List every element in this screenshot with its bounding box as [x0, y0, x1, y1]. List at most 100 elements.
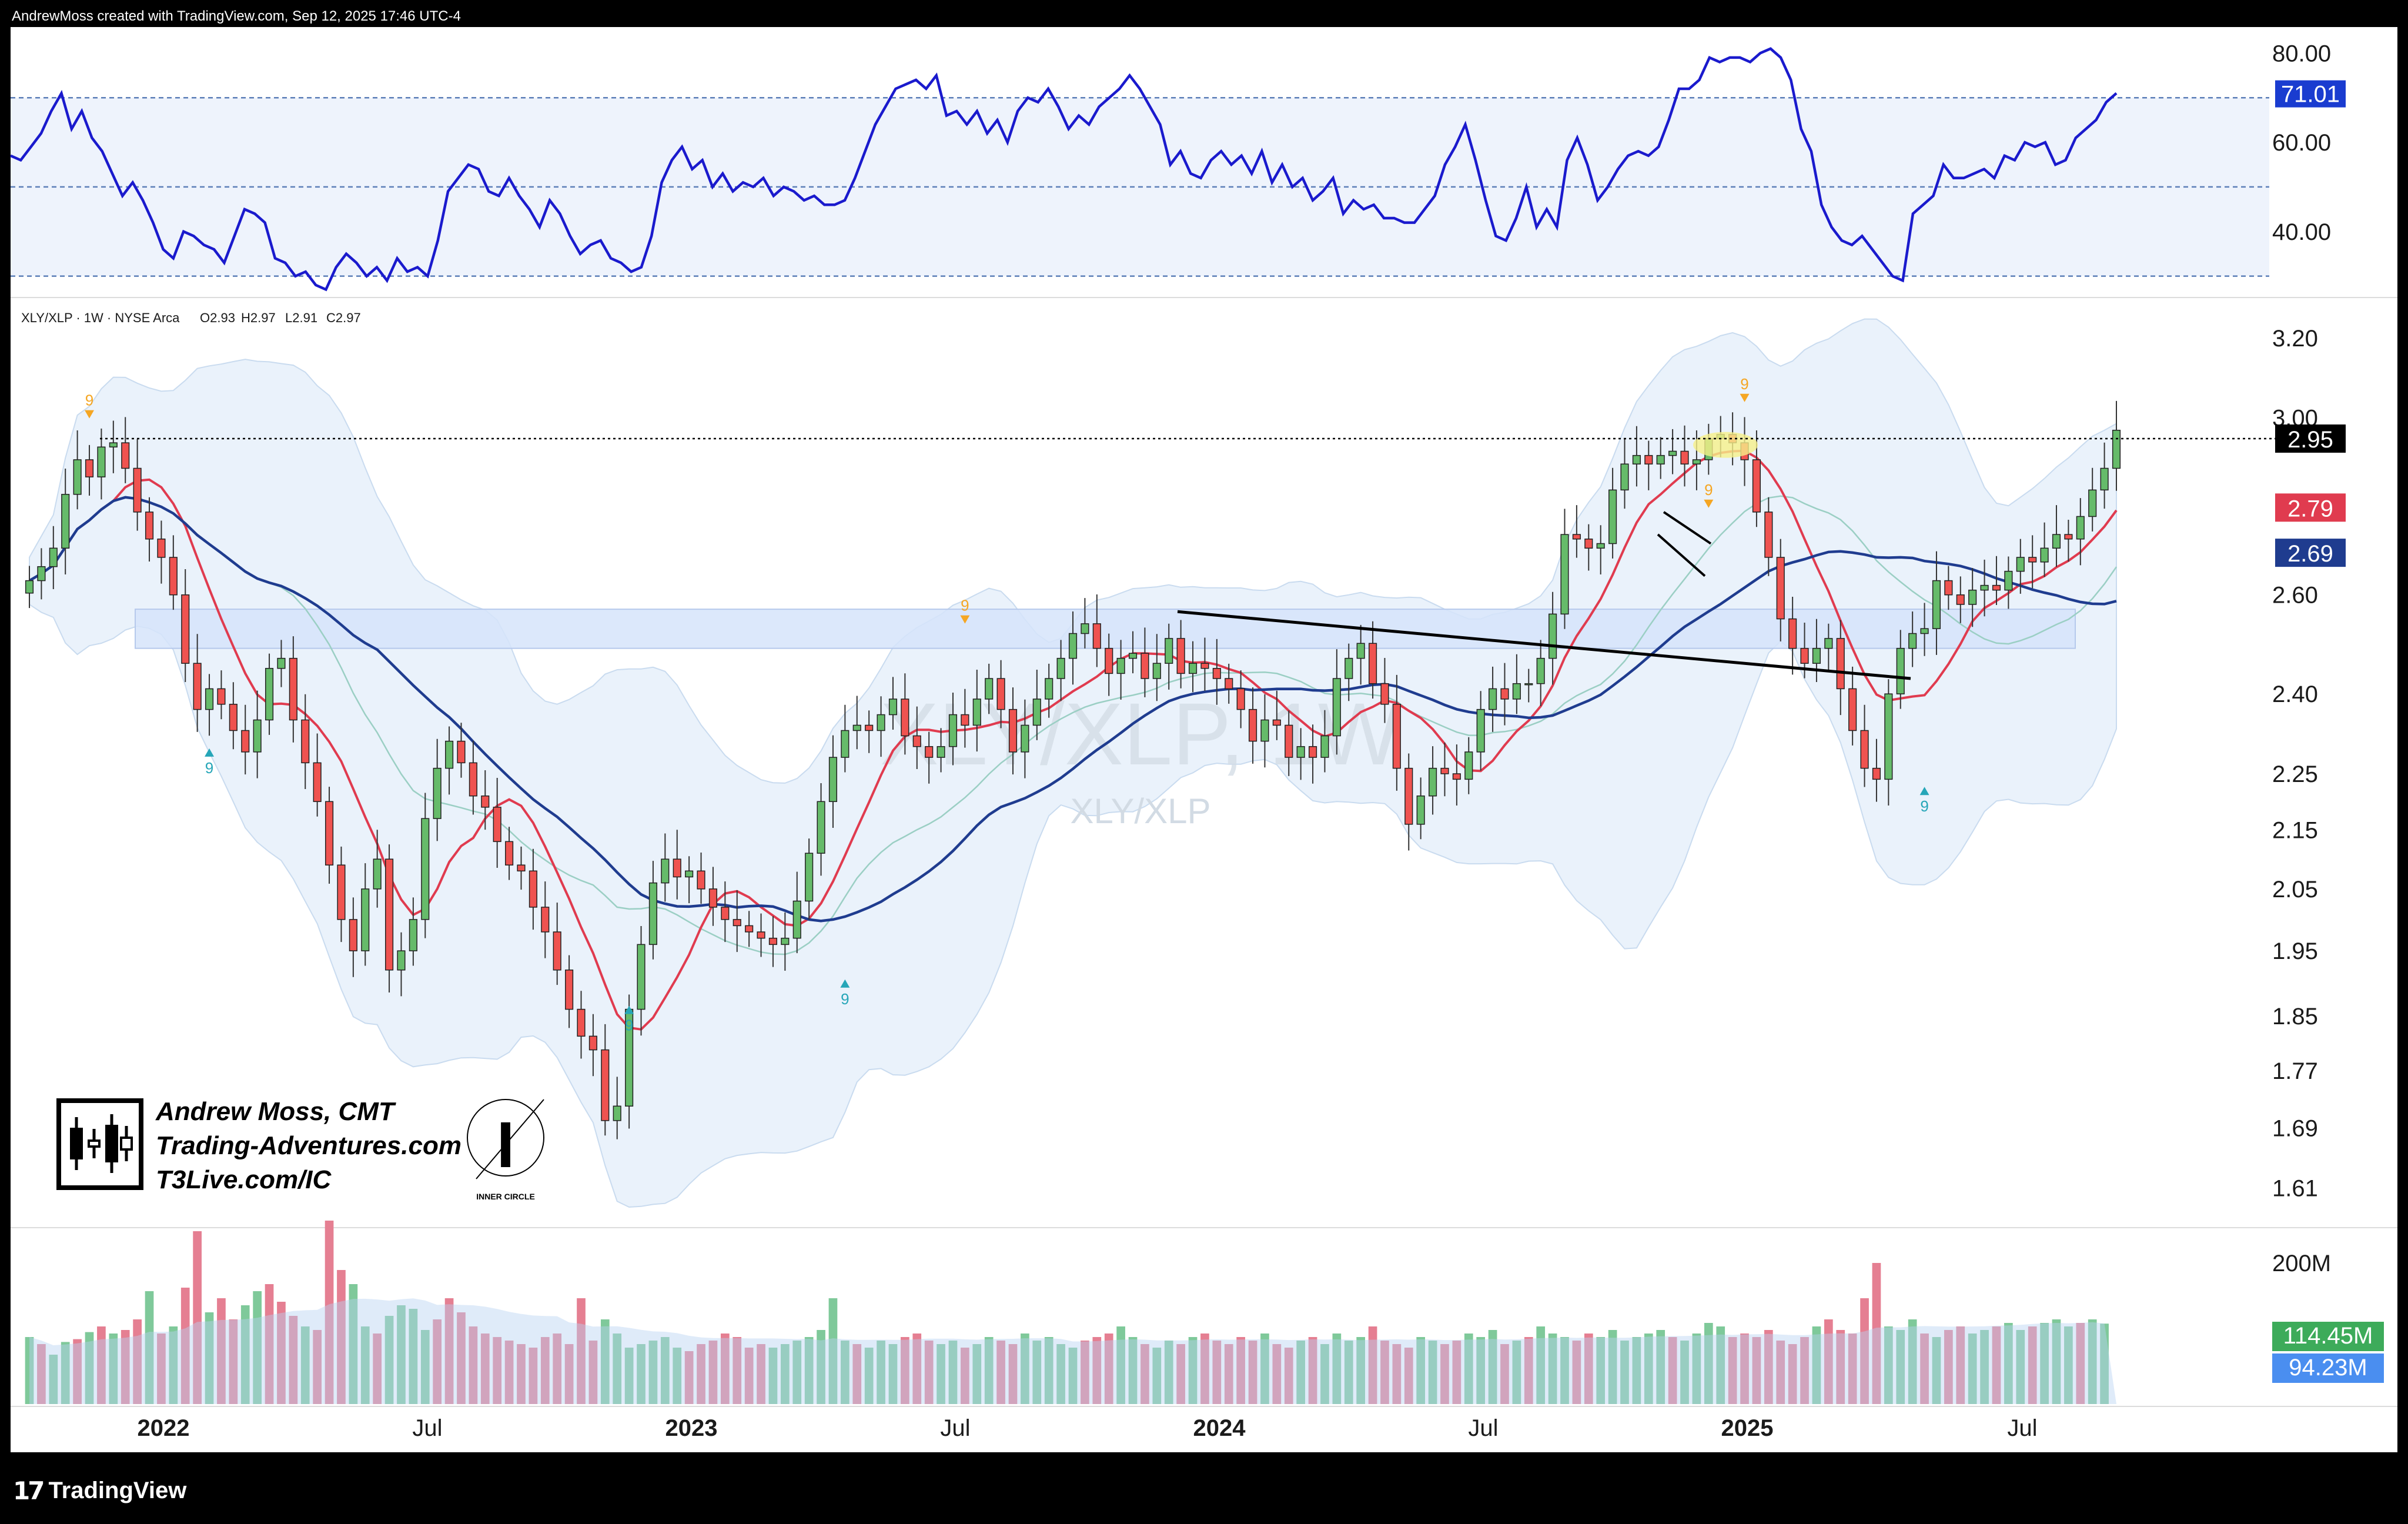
candle-body	[553, 931, 561, 971]
candle-body	[1932, 580, 1941, 629]
candle-body	[505, 841, 514, 865]
candle-body	[721, 907, 730, 920]
volume-bar	[817, 1330, 825, 1404]
candle-body	[1176, 638, 1185, 674]
candle-body	[529, 870, 537, 908]
volume-bar	[1896, 1330, 1905, 1404]
volume-bar	[1764, 1330, 1773, 1404]
candle-body	[1332, 678, 1341, 737]
candle-body	[1920, 628, 1929, 634]
candle-body	[397, 950, 406, 971]
candle-body	[1560, 534, 1569, 615]
volume-bar	[193, 1231, 202, 1404]
candle-body	[169, 557, 178, 596]
volume-bar	[1081, 1341, 1089, 1404]
volume-bar	[469, 1326, 478, 1404]
volume-bar	[648, 1341, 658, 1404]
volume-bar	[73, 1339, 82, 1404]
volume-bar	[1524, 1337, 1533, 1404]
rsi-axis-tick: 80.00	[2272, 41, 2331, 66]
volume-bar	[948, 1341, 958, 1404]
volume-bar	[1980, 1330, 1989, 1404]
candle-body	[1944, 580, 1953, 596]
symbol-info-open: O2.93	[200, 310, 235, 325]
candle-body	[301, 719, 310, 764]
volume-bar	[1608, 1330, 1617, 1404]
candle-body	[1584, 539, 1593, 549]
td-sell-9-label: 9	[961, 597, 969, 614]
volume-bar	[1392, 1344, 1402, 1404]
volume-current-box	[2272, 1322, 2384, 1351]
volume-bar	[1308, 1337, 1317, 1404]
candle-body	[1225, 678, 1233, 690]
candle-body	[1836, 638, 1845, 690]
rsi-current-label: 71.01	[2281, 82, 2340, 108]
volume-bar	[1776, 1341, 1785, 1404]
volume-bar	[984, 1337, 994, 1404]
volume-bar	[1824, 1319, 1833, 1404]
volume-bar	[1548, 1333, 1557, 1404]
candle-body	[877, 714, 885, 731]
candle-body	[648, 882, 657, 945]
trend-line	[1177, 610, 1911, 680]
candle-body	[1500, 688, 1509, 700]
candle-body	[1668, 450, 1677, 456]
volume-bar	[109, 1333, 118, 1404]
candle-body	[1236, 688, 1245, 710]
candle-body	[517, 864, 526, 872]
volume-bar	[1476, 1337, 1486, 1404]
volume-bar	[1224, 1344, 1233, 1404]
candle-body	[433, 767, 442, 819]
td-sell-arrow	[1704, 499, 1714, 508]
candle-body	[373, 858, 382, 890]
candle-body	[1644, 454, 1653, 464]
volume-bar	[1908, 1319, 1917, 1404]
branding-candle-body	[88, 1139, 101, 1148]
volume-bar	[2088, 1319, 2097, 1404]
candle-body	[2100, 467, 2109, 491]
volume-bar	[1656, 1330, 1665, 1404]
volume-ma-area	[29, 1298, 2116, 1404]
volume-bar	[733, 1337, 742, 1404]
candle-body	[73, 459, 82, 495]
candle-body	[265, 668, 274, 721]
volume-bar	[588, 1341, 598, 1404]
candle-body	[109, 442, 118, 448]
volume-bar	[864, 1348, 874, 1404]
price-label-box	[2275, 424, 2346, 453]
candle-body	[565, 970, 574, 1010]
volume-bar	[1092, 1337, 1102, 1404]
volume-bar	[1992, 1326, 2001, 1404]
volume-bar	[1932, 1337, 1941, 1404]
volume-bar	[1536, 1326, 1546, 1404]
candle-body	[337, 864, 346, 920]
volume-bar	[888, 1344, 898, 1404]
price-label-text: 2.95	[2287, 427, 2333, 453]
candle-body	[1812, 647, 1821, 664]
volume-bar	[313, 1330, 322, 1404]
candle-body	[1512, 683, 1521, 700]
volume-bar	[205, 1312, 214, 1404]
candle-body	[1452, 773, 1461, 780]
td-sell-arrow	[1740, 393, 1750, 402]
footer-brand-name: TradingView	[48, 1477, 187, 1503]
candle-body	[493, 807, 501, 843]
candle-body	[745, 925, 754, 933]
candle-body	[888, 698, 898, 716]
volume-bar	[1752, 1337, 1761, 1404]
price-axis-tick: 1.69	[2272, 1115, 2318, 1141]
volume-bar	[1068, 1348, 1078, 1404]
candle-body	[708, 888, 718, 908]
time-axis-label: Jul	[1468, 1415, 1498, 1441]
volume-bar	[708, 1341, 718, 1404]
candle-body	[1128, 653, 1138, 659]
tradingview-logo-icon: 17	[13, 1476, 45, 1505]
candle-body	[1788, 618, 1797, 649]
volume-bar	[1572, 1341, 1581, 1404]
rsi-line	[10, 47, 2118, 292]
symbol-info-low: L2.91	[285, 310, 317, 325]
volume-bar	[1284, 1348, 1293, 1404]
price-axis-tick: 3.20	[2272, 326, 2318, 352]
volume-bar	[1440, 1344, 1449, 1404]
